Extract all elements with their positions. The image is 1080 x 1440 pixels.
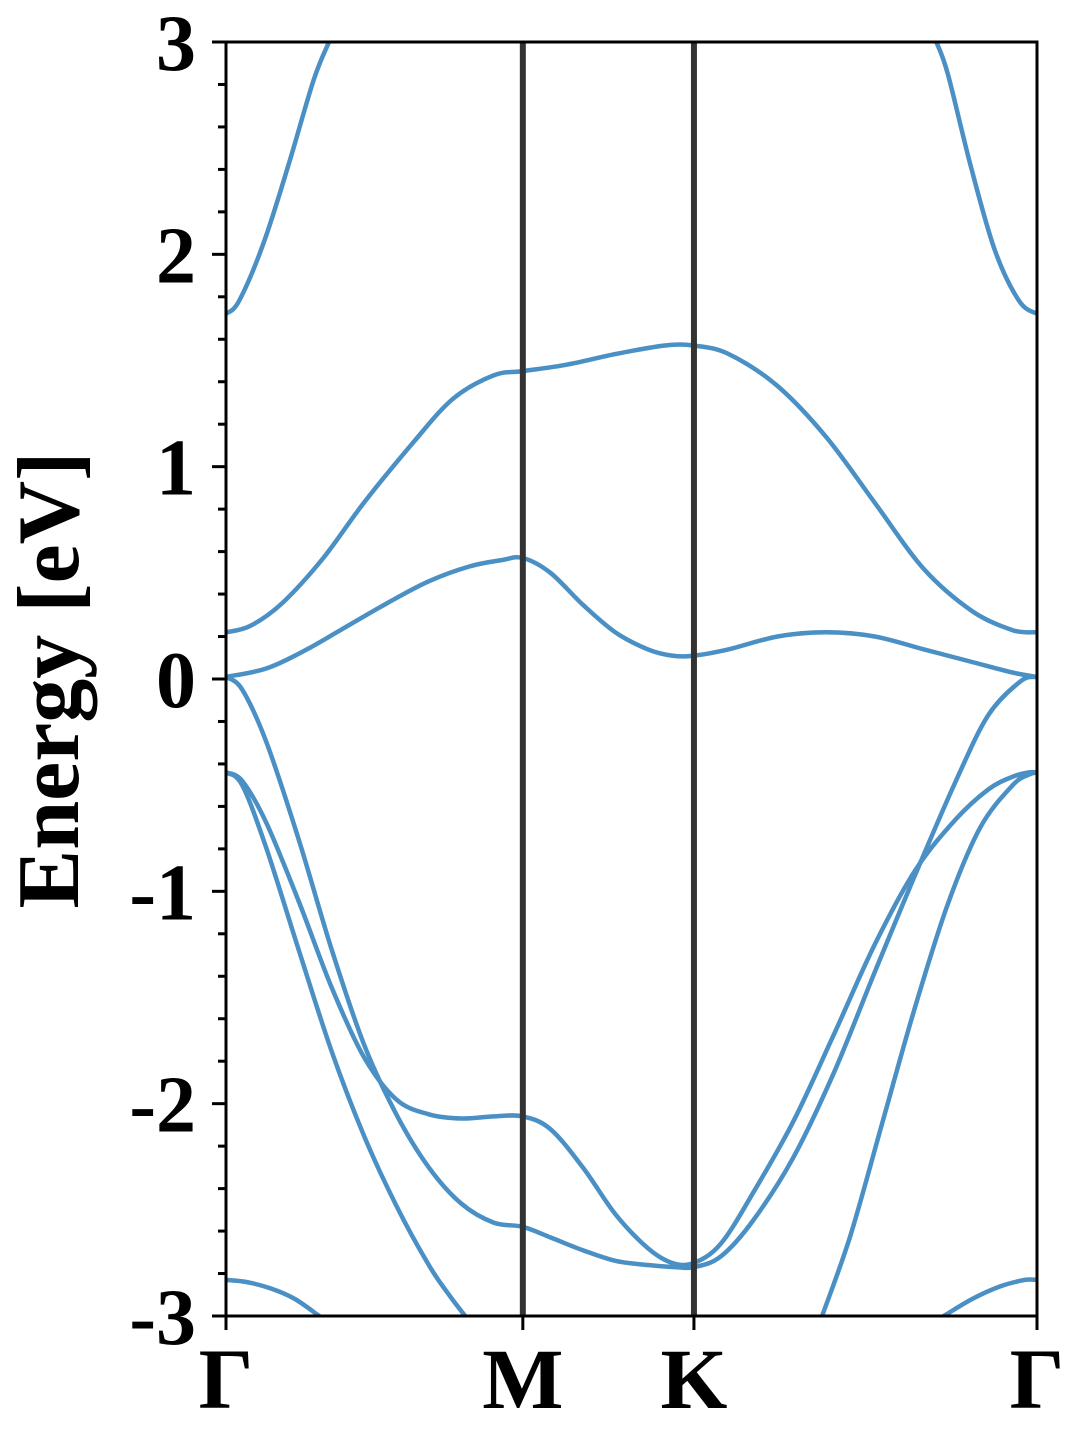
bands-group: [226, 42, 1037, 1316]
y-tick-label: -3: [129, 1274, 196, 1362]
band-line-9: [226, 1277, 322, 1316]
kpoint-lines-group: [519, 42, 697, 1316]
y-tick-label: 2: [156, 212, 196, 300]
y-tick-label: 1: [156, 425, 196, 513]
y-tick-label: -2: [129, 1062, 196, 1150]
band-line-5: [226, 674, 1037, 1271]
band-line-2: [934, 42, 1037, 317]
band-line-10: [941, 1277, 1037, 1316]
y-axis-label: Energy [eV]: [1, 452, 98, 909]
x-tick-label: K: [660, 1331, 727, 1427]
y-tick-label: 3: [156, 0, 196, 88]
band-line-7: [226, 770, 468, 1316]
x-tick-label: Γ: [199, 1331, 254, 1427]
y-ticks-group: 3 2 1 0 -1 -2 -3: [129, 0, 226, 1362]
band-line-4: [226, 554, 1037, 680]
x-tick-label: Γ: [1010, 1331, 1065, 1427]
x-tick-label: M: [482, 1331, 563, 1427]
band-line-1: [226, 42, 332, 317]
band-line-3: [226, 342, 1037, 635]
y-tick-label: 0: [156, 637, 196, 725]
band-line-6: [226, 769, 1037, 1268]
plot-frame: [224, 40, 1039, 1318]
band-line-8: [819, 770, 1037, 1316]
y-tick-label: -1: [129, 849, 196, 937]
